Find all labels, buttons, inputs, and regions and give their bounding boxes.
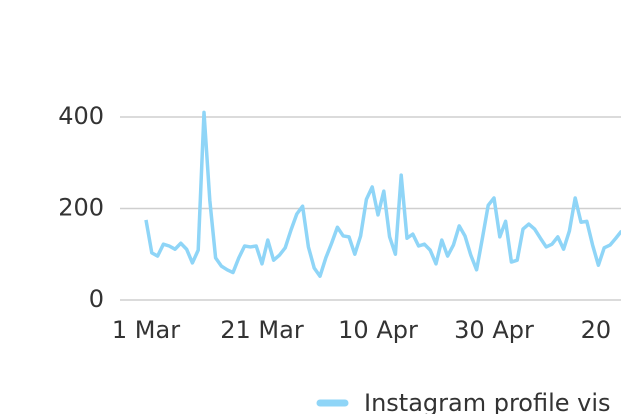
- x-tick-label: 30 Apr: [454, 316, 534, 344]
- x-tick-label: 1 Mar: [112, 316, 180, 344]
- y-tick-label: 200: [58, 194, 104, 222]
- data-line: [144, 110, 621, 278]
- y-tick-label: 400: [58, 102, 104, 130]
- legend-label: Instagram profile vis: [364, 389, 611, 414]
- y-tick-label: 0: [89, 285, 104, 313]
- x-tick-label: 20 M: [581, 316, 621, 344]
- x-tick-label: 21 Mar: [220, 316, 304, 344]
- x-tick-label: 10 Apr: [338, 316, 418, 344]
